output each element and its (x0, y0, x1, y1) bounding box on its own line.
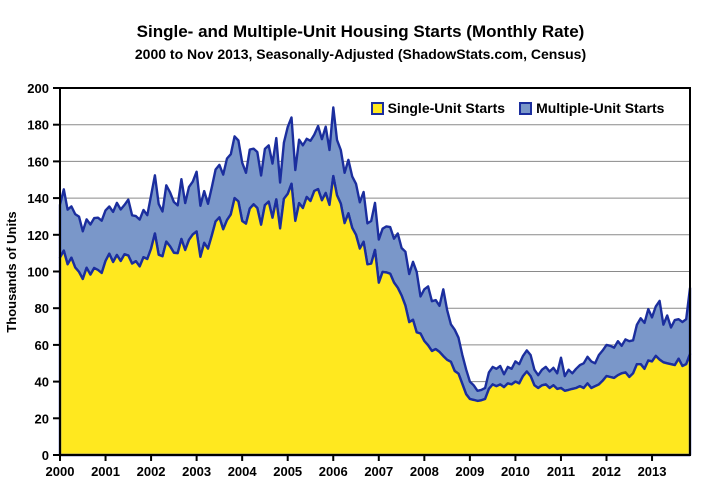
x-tick-label: 2011 (547, 464, 575, 479)
x-tick-label: 2000 (46, 464, 75, 479)
y-tick-label: 120 (27, 228, 49, 243)
single-unit-starts-area (58, 174, 692, 457)
legend-item-single-unit: Single-Unit Starts (370, 100, 506, 116)
chart-subtitle: 2000 to Nov 2013, Seasonally-Adjusted (S… (134, 46, 587, 62)
x-tick-label: 2009 (455, 464, 484, 479)
y-tick-label: 40 (35, 375, 49, 390)
legend-label-single-unit: Single-Unit Starts (387, 100, 506, 116)
y-tick-label: 140 (27, 191, 49, 206)
x-tick-label: 2012 (592, 464, 621, 479)
y-axis-title: Thousands of Units (4, 211, 19, 332)
x-tick-label: 2010 (501, 464, 530, 479)
legend-label-multiple-unit: Multiple-Unit Starts (536, 100, 665, 116)
x-tick-label: 2013 (638, 464, 667, 479)
chart-legend: Single-Unit Starts Multiple-Unit Starts (345, 96, 690, 120)
y-tick-label: 200 (27, 81, 49, 96)
y-tick-label: 180 (27, 118, 49, 133)
chart-title: Single- and Multiple-Unit Housing Starts… (136, 22, 585, 41)
y-tick-label: 0 (42, 448, 49, 463)
y-tick-label: 20 (35, 411, 49, 426)
x-tick-label: 2004 (228, 464, 258, 479)
y-tick-label: 60 (35, 338, 49, 353)
x-tick-label: 2008 (410, 464, 439, 479)
x-tick-label: 2007 (364, 464, 393, 479)
x-tick-label: 2005 (273, 464, 302, 479)
x-tick-label: 2003 (182, 464, 211, 479)
single-unit-swatch-icon (370, 101, 384, 115)
x-tick-label: 2006 (319, 464, 348, 479)
y-tick-label: 80 (35, 301, 49, 316)
y-tick-label: 100 (27, 265, 49, 280)
multiple-unit-swatch-icon (519, 101, 533, 115)
x-tick-label: 2001 (91, 464, 120, 479)
legend-item-multiple-unit: Multiple-Unit Starts (519, 100, 664, 116)
y-tick-label: 160 (27, 154, 49, 169)
x-tick-label: 2002 (137, 464, 166, 479)
